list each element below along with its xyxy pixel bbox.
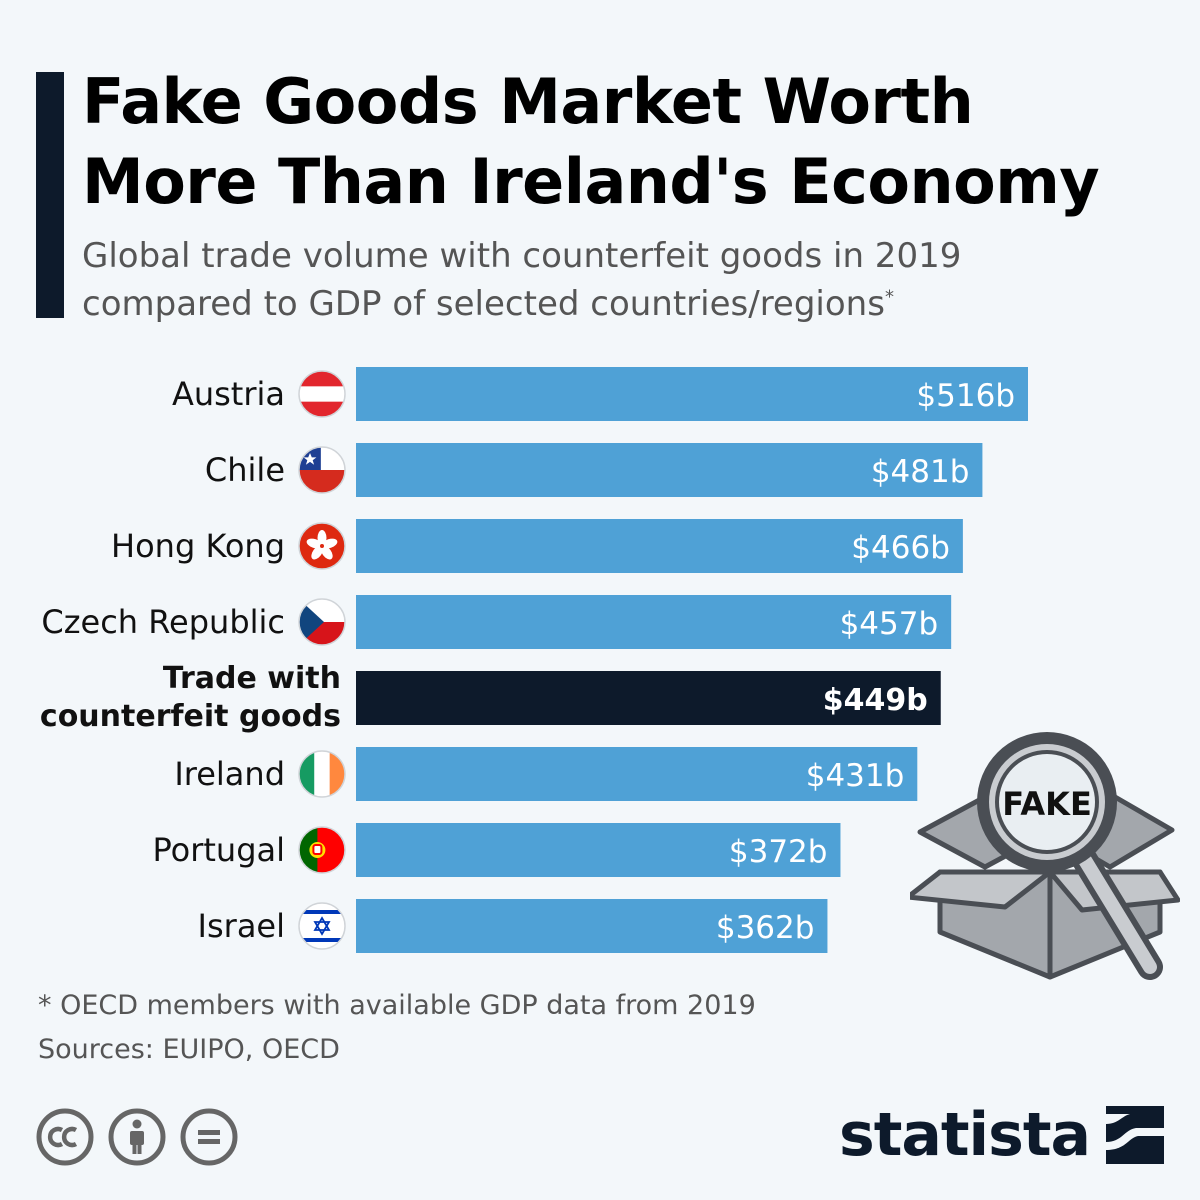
category-label: Czech Republic bbox=[41, 603, 285, 641]
bar-value-label: $372b bbox=[729, 834, 828, 870]
creative-commons-icon[interactable] bbox=[36, 1108, 94, 1166]
title-line-2: More Than Ireland's Economy bbox=[82, 145, 1100, 218]
chart-subtitle: Global trade volume with counterfeit goo… bbox=[82, 232, 1182, 328]
footnote: * OECD members with available GDP data f… bbox=[38, 990, 756, 1021]
subtitle-line-2: compared to GDP of selected countries/re… bbox=[82, 284, 885, 324]
category-label-line: Trade with bbox=[163, 661, 341, 696]
bar-israel bbox=[356, 899, 828, 953]
brand-name: statista bbox=[838, 1100, 1091, 1170]
czech-republic-flag-icon bbox=[298, 598, 346, 646]
fake-box-magnifier-illustration: FAKE bbox=[910, 732, 1180, 980]
category-label: Ireland bbox=[174, 755, 285, 793]
statista-logo-icon bbox=[1106, 1106, 1164, 1164]
license-icons bbox=[36, 1108, 238, 1166]
bar-portugal bbox=[356, 823, 841, 877]
bar-value-label: $431b bbox=[806, 758, 905, 794]
bar-value-label: $449b bbox=[823, 683, 928, 718]
israel-flag-icon bbox=[298, 902, 346, 950]
attribution-icon[interactable] bbox=[108, 1108, 166, 1166]
bar-value-label: $457b bbox=[840, 606, 939, 642]
austria-flag-icon bbox=[298, 370, 346, 418]
category-label: Trade with counterfeit goods bbox=[40, 661, 341, 734]
bar-value-label: $516b bbox=[916, 378, 1015, 414]
portugal-flag-icon bbox=[298, 826, 346, 874]
category-label: Austria bbox=[172, 375, 285, 413]
chart-title: Fake Goods Market Worth More Than Irelan… bbox=[82, 62, 1182, 222]
category-label: Chile bbox=[205, 451, 285, 489]
bar-value-label: $481b bbox=[871, 454, 970, 490]
bar-chile bbox=[356, 443, 983, 497]
title-line-1: Fake Goods Market Worth bbox=[82, 65, 974, 138]
ireland-flag-icon bbox=[298, 750, 346, 798]
subtitle-line-1: Global trade volume with counterfeit goo… bbox=[82, 236, 962, 276]
bar-chart: $516b Austria $481b Chile $466b Hong Kong $457… bbox=[40, 367, 1028, 953]
hong-kong-flag-icon bbox=[298, 522, 346, 570]
title-accent-bar bbox=[36, 72, 64, 318]
category-label-line: counterfeit goods bbox=[40, 699, 341, 734]
magnifier-icon bbox=[977, 732, 1163, 980]
category-label: Israel bbox=[198, 907, 285, 945]
sources: Sources: EUIPO, OECD bbox=[38, 1034, 340, 1065]
statista-logo[interactable]: statista bbox=[839, 1100, 1164, 1170]
bar-hong-kong bbox=[356, 519, 963, 573]
category-label: Hong Kong bbox=[111, 527, 285, 565]
bar-austria bbox=[356, 367, 1028, 421]
chile-flag-icon bbox=[298, 446, 346, 494]
fake-label: FAKE bbox=[1002, 785, 1092, 823]
no-derivatives-icon[interactable] bbox=[180, 1108, 238, 1166]
bar-czech-republic bbox=[356, 595, 952, 649]
bar-ireland bbox=[356, 747, 918, 801]
bar-value-label: $362b bbox=[716, 910, 815, 946]
bar-counterfeit-trade bbox=[356, 671, 941, 725]
subtitle-footnote-marker: * bbox=[884, 286, 894, 308]
box-icon bbox=[910, 794, 1180, 980]
category-label: Portugal bbox=[152, 831, 285, 869]
bar-value-label: $466b bbox=[851, 530, 950, 566]
